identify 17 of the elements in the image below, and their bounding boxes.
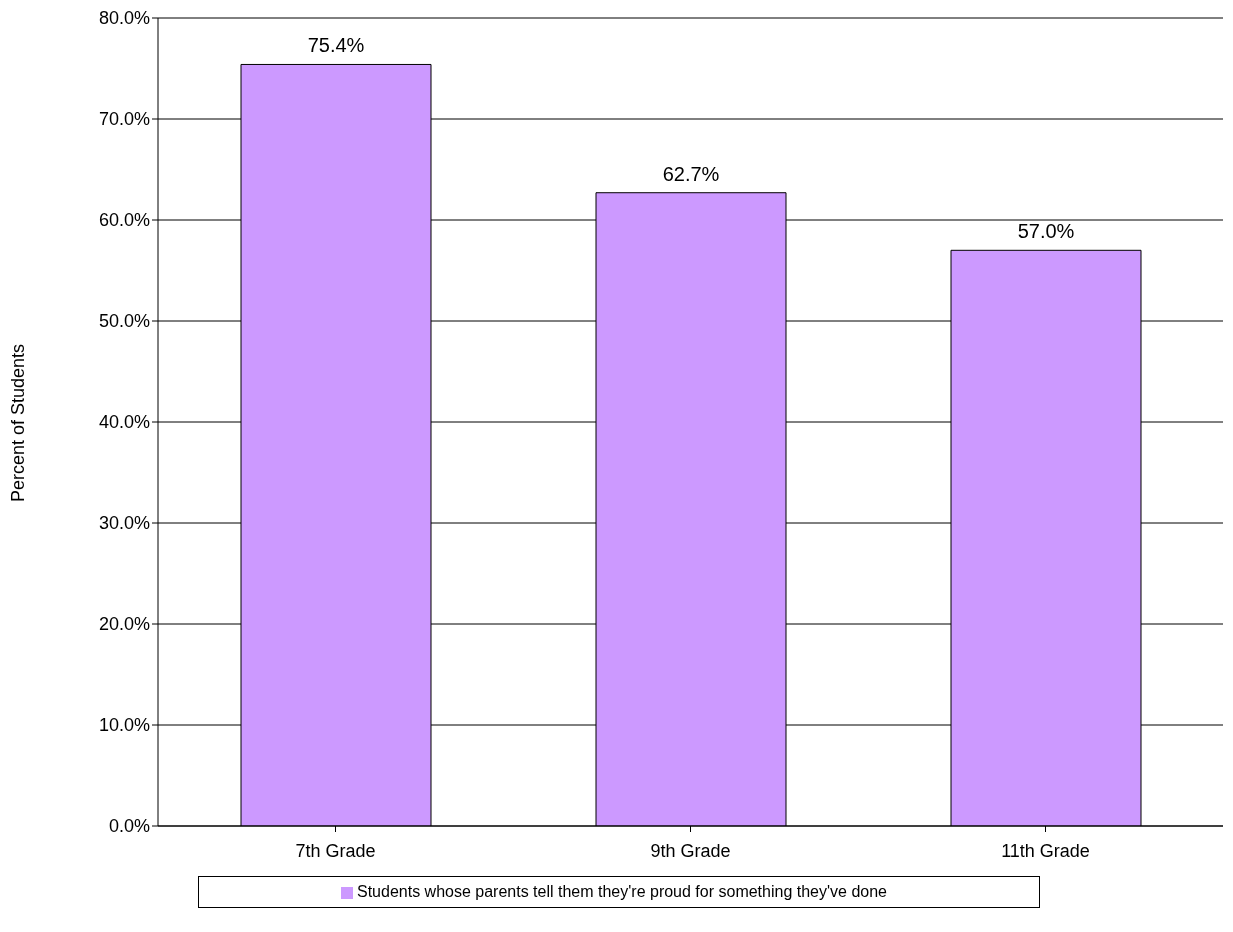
- y-tick-label: 10.0%: [98, 715, 150, 736]
- y-axis-title: Percent of Students: [8, 343, 29, 502]
- text: 57.0%: [1017, 220, 1075, 243]
- y-tick-label: 80.0%: [98, 8, 150, 29]
- y-tick-label: 40.0%: [98, 412, 150, 433]
- y-tick-label: 60.0%: [98, 210, 150, 231]
- y-tick-label: 20.0%: [98, 614, 150, 635]
- x-tick-label: 7th Grade: [295, 840, 376, 861]
- text: 62.7%: [662, 162, 720, 185]
- y-tick-label: 70.0%: [98, 109, 150, 130]
- y-tick-label: 30.0%: [98, 513, 150, 534]
- y-tick-label: 0.0%: [108, 816, 150, 837]
- y-tick-label: 50.0%: [98, 311, 150, 332]
- x-tick-label: 9th Grade: [650, 840, 731, 861]
- text: 75.4%: [307, 34, 365, 57]
- legend-label: Students whose parents tell them they're proud for something they've done: [357, 883, 887, 900]
- x-tick-label: 11th Grade: [1001, 840, 1090, 861]
